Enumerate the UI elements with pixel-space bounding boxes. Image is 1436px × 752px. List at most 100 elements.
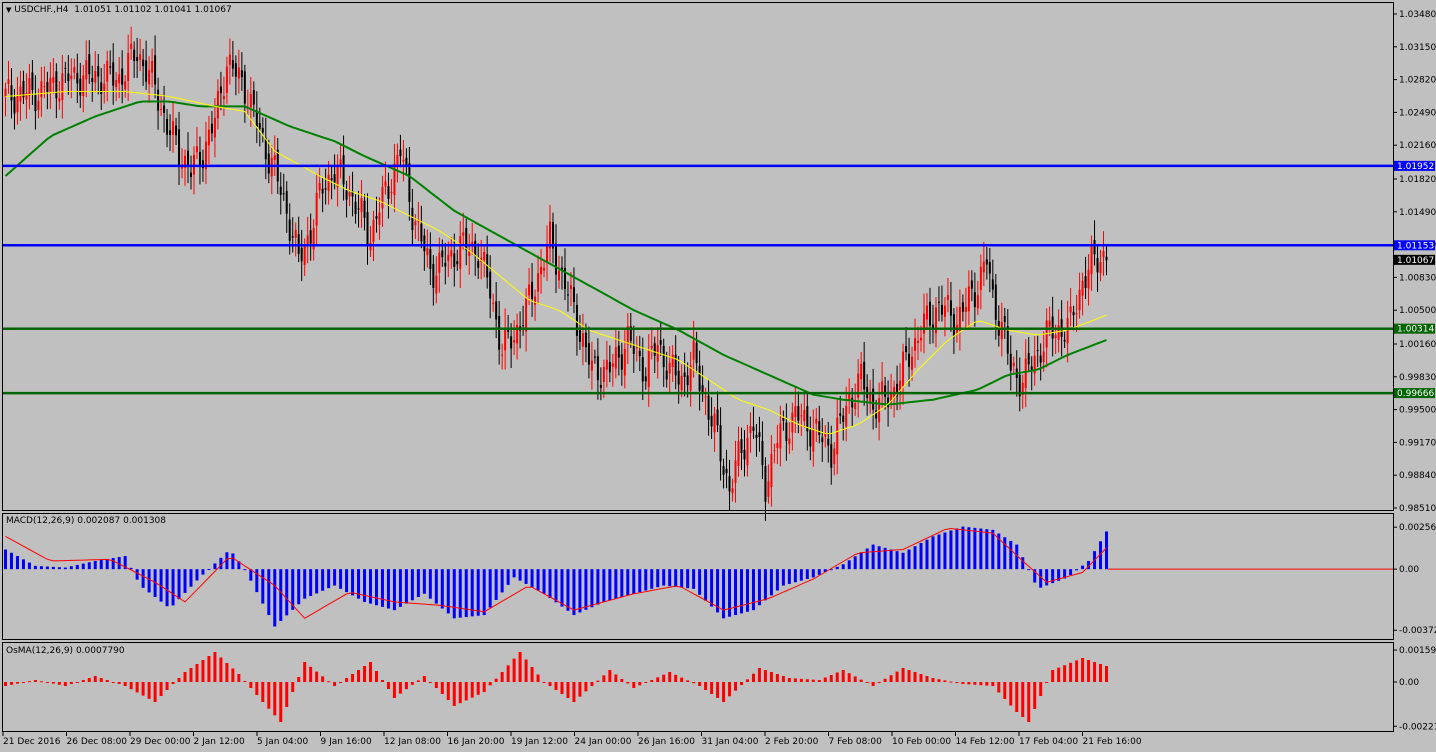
- bear-candle: [366, 212, 369, 246]
- price-panel-frame[interactable]: [2, 2, 1394, 511]
- bear-candle: [522, 325, 525, 327]
- bear-candle: [884, 385, 887, 397]
- bear-candle: [136, 57, 139, 62]
- macd-histogram-bar: [21, 559, 25, 570]
- bull-candle: [734, 460, 737, 483]
- bear-candle: [560, 267, 563, 270]
- price-tick-label: 1.02160: [1399, 141, 1436, 151]
- bull-candle: [1075, 313, 1078, 315]
- macd-histogram-bar: [81, 563, 85, 570]
- macd-histogram-bar: [488, 569, 492, 608]
- macd-histogram-bar: [57, 567, 61, 570]
- bear-candle: [875, 410, 878, 419]
- osma-histogram-bar: [111, 682, 115, 683]
- osma-histogram-bar: [458, 682, 462, 704]
- bull-candle: [1066, 317, 1069, 344]
- bull-candle: [70, 75, 73, 80]
- bull-candle: [964, 306, 967, 313]
- bull-candle: [483, 251, 486, 261]
- macd-histogram-bar: [392, 569, 396, 611]
- bear-candle: [755, 434, 758, 439]
- bear-candle: [827, 438, 830, 446]
- macd-histogram-bar: [434, 569, 438, 604]
- macd-histogram-bar: [793, 569, 797, 583]
- osma-histogram-bar: [153, 682, 157, 702]
- high-value: 1.01102: [114, 5, 152, 15]
- bear-candle: [1027, 352, 1030, 365]
- bull-candle: [1078, 289, 1081, 311]
- bear-candle: [722, 466, 725, 475]
- macd-histogram-bar: [494, 569, 498, 600]
- bull-candle: [979, 266, 982, 291]
- osma-histogram-bar: [841, 670, 845, 682]
- osma-histogram-bar: [686, 680, 690, 682]
- bear-candle: [629, 326, 632, 342]
- osma-histogram-bar: [1039, 682, 1043, 696]
- macd-histogram-bar: [39, 566, 43, 570]
- bull-candle: [49, 78, 52, 92]
- osma-histogram-bar: [404, 682, 408, 690]
- osma-histogram-bar: [422, 676, 426, 682]
- level-price-label-box: [1394, 240, 1435, 251]
- osma-histogram-bar: [728, 682, 732, 697]
- bull-candle: [917, 340, 920, 343]
- macd-histogram-bar: [907, 549, 911, 570]
- macd-histogram-bar: [781, 569, 785, 586]
- bull-candle: [770, 453, 773, 488]
- macd-histogram-bar: [578, 569, 582, 613]
- bear-candle: [252, 90, 255, 105]
- bear-candle: [531, 281, 534, 299]
- fast-moving-average-line: [5, 91, 1107, 434]
- osma-histogram-bar: [3, 682, 7, 686]
- bear-candle: [109, 66, 112, 68]
- bull-candle: [602, 366, 605, 382]
- macd-histogram-bar: [1099, 541, 1103, 570]
- osma-histogram-bar: [769, 672, 773, 682]
- osma-histogram-bar: [440, 682, 444, 694]
- bear-candle: [578, 330, 581, 342]
- osma-histogram-bar: [584, 682, 588, 692]
- macd-histogram-bar: [422, 569, 426, 594]
- macd-histogram-bar: [117, 557, 121, 570]
- bear-candle: [686, 375, 689, 386]
- macd-panel-frame[interactable]: [2, 513, 1394, 640]
- osma-histogram-bar: [1009, 682, 1013, 706]
- time-tick-label: 16 Jan 20:00: [448, 737, 505, 747]
- osma-histogram-bar: [937, 679, 941, 682]
- level-price-label: 0.99666: [1397, 389, 1434, 399]
- bear-candle: [764, 466, 767, 502]
- macd-histogram-bar: [572, 569, 576, 616]
- macd-histogram-bar: [805, 569, 809, 579]
- bull-candle: [450, 250, 453, 257]
- bull-candle: [1048, 320, 1051, 327]
- bear-candle: [701, 384, 704, 393]
- bear-candle: [163, 105, 166, 113]
- macd-histogram-bar: [1069, 569, 1073, 576]
- macd-histogram-bar: [662, 569, 666, 586]
- time-tick-label: 21 Feb 16:00: [1083, 737, 1142, 747]
- dropdown-triangle-icon[interactable]: ▼: [6, 6, 12, 14]
- horizontal-levels[interactable]: [3, 164, 1393, 395]
- osma-histogram-bar: [93, 676, 97, 682]
- osma-panel-frame[interactable]: [2, 642, 1394, 732]
- bull-candle: [336, 165, 339, 188]
- macd-histogram-bar: [506, 569, 510, 585]
- osma-histogram-bar: [991, 682, 995, 686]
- osma-histogram-bar: [225, 663, 229, 682]
- time-axis: 21 Dec 2016 26 Dec 08:00 29 Dec 00:00 2 Jan…: [2, 732, 1142, 747]
- macd-histogram-bar: [1105, 531, 1109, 570]
- osma-histogram-bar: [1099, 664, 1103, 682]
- macd-histogram-bar: [87, 562, 91, 570]
- bull-candle: [306, 235, 309, 247]
- bear-candle: [641, 357, 644, 382]
- macd-histogram-bar: [841, 564, 845, 570]
- osma-histogram-bar: [674, 674, 678, 682]
- macd-histogram-bar: [614, 569, 618, 599]
- macd-histogram-bar: [207, 569, 211, 571]
- osma-histogram-bar: [165, 682, 169, 690]
- osma-histogram-bar: [793, 678, 797, 682]
- time-tick-label: 24 Jan 00:00: [575, 737, 632, 747]
- osma-histogram-bar: [734, 682, 738, 691]
- bull-candle: [396, 155, 399, 166]
